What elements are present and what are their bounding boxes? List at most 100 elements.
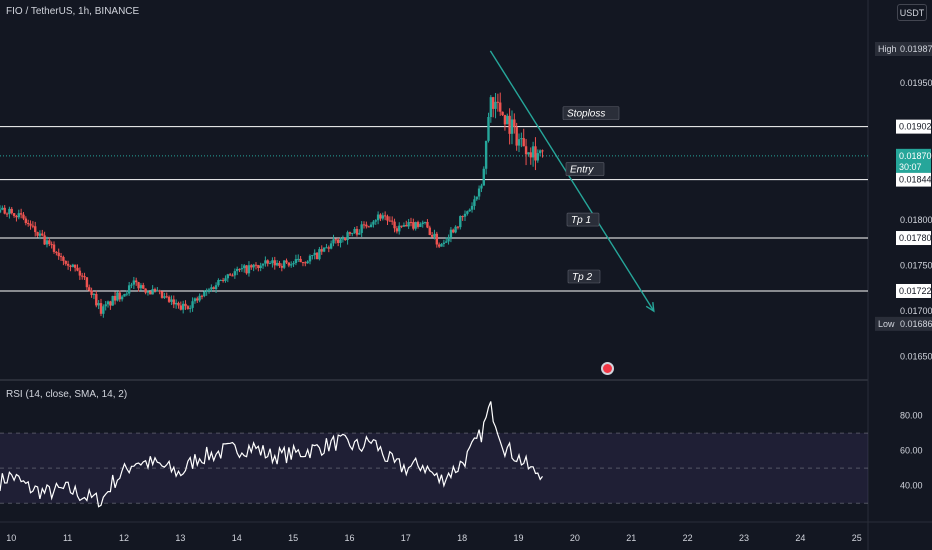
candle-body xyxy=(315,252,319,260)
level-price-label: 0.01780 xyxy=(899,233,932,243)
candle-body xyxy=(341,238,345,240)
candle-body xyxy=(184,303,187,307)
candle-body xyxy=(243,265,246,269)
candle-body xyxy=(407,222,410,227)
annotation-entry: Entry xyxy=(570,165,594,176)
level-price-label: 0.01902 xyxy=(899,122,932,132)
candle-body xyxy=(29,223,32,226)
time-axis[interactable]: 10 11 12 13 14 15 16 17 18 19 20 21 22 23 24 25 xyxy=(6,533,861,543)
candle-body xyxy=(449,229,453,238)
candle-body xyxy=(524,146,528,155)
candle-body xyxy=(92,294,96,296)
candle-body xyxy=(200,295,204,297)
candle-body xyxy=(527,152,530,155)
candle-body xyxy=(205,290,208,292)
candle-body xyxy=(480,185,483,189)
candle-body xyxy=(99,303,103,314)
candle-body xyxy=(442,242,446,244)
candle-body xyxy=(45,240,49,245)
candle-body xyxy=(360,224,363,233)
candle-body xyxy=(69,265,72,267)
candle-body xyxy=(224,278,227,281)
candle-body xyxy=(73,264,77,268)
trend-arrow[interactable] xyxy=(489,50,655,313)
price-tick-label: 0.01650 xyxy=(900,352,932,362)
candle-body xyxy=(339,239,342,243)
candle-body xyxy=(358,232,361,235)
candle-body xyxy=(3,207,6,214)
annotation-labels: Stoploss Entry Tp 1 Tp 2 xyxy=(562,106,620,284)
currency-button[interactable]: USDT xyxy=(897,4,927,21)
candle-body xyxy=(473,199,476,206)
time-tick-label: 14 xyxy=(232,533,242,543)
candle-body xyxy=(80,275,84,277)
rsi-level-label: 80.00 xyxy=(900,411,923,421)
alert-badge-icon[interactable] xyxy=(601,362,614,375)
rsi-level-label: 40.00 xyxy=(900,481,923,491)
candle-body xyxy=(66,263,70,266)
candle-body xyxy=(83,276,86,278)
candle-body xyxy=(311,255,314,257)
rsi-indicator-label[interactable]: RSI (14, close, SMA, 14, 2) xyxy=(6,389,128,400)
level-price-label: 0.01844 xyxy=(899,175,932,185)
candle-body xyxy=(369,224,373,227)
level-price-tag xyxy=(896,283,931,298)
trend-arrow-head xyxy=(645,302,655,313)
candle-body xyxy=(24,218,28,224)
candle-body xyxy=(313,252,316,256)
annotation-stoploss: Stoploss xyxy=(567,109,605,120)
price-tick-label: 0.01700 xyxy=(900,306,932,316)
horizontal-levels xyxy=(0,126,868,292)
level-price-tag xyxy=(896,172,931,187)
candle-body xyxy=(36,232,39,236)
candle-body xyxy=(1,207,4,210)
candle-body xyxy=(484,140,488,169)
candle-body xyxy=(250,265,253,268)
candle-body xyxy=(113,295,117,301)
candle-body xyxy=(409,222,413,224)
candle-body xyxy=(88,287,91,291)
candle-body xyxy=(247,265,251,274)
candle-body xyxy=(76,267,79,271)
trend-arrow-line xyxy=(489,50,655,312)
candle-body xyxy=(120,296,124,300)
candle-body xyxy=(430,234,434,237)
annotation-box xyxy=(565,162,605,176)
candle-body xyxy=(172,299,175,305)
candle-body xyxy=(228,274,232,276)
candle-body xyxy=(15,215,18,218)
candle-body xyxy=(282,260,286,268)
candle-body xyxy=(308,255,312,262)
candle-body xyxy=(398,225,401,232)
time-tick-label: 17 xyxy=(401,533,411,543)
candle-body xyxy=(10,208,13,214)
high-value: 0.01987 xyxy=(900,44,932,54)
candle-body xyxy=(456,226,460,228)
candle-body xyxy=(123,294,126,297)
candle-body xyxy=(499,102,502,112)
price-tick-label: 0.01950 xyxy=(900,78,932,88)
low-tag xyxy=(875,316,932,331)
time-tick-label: 12 xyxy=(119,533,129,543)
candle-body xyxy=(482,168,485,186)
candle-body xyxy=(428,227,431,235)
annotation-box xyxy=(567,269,601,284)
candle-body xyxy=(304,262,307,264)
candle-body xyxy=(130,284,133,286)
current-price-value: 0.01870 xyxy=(899,151,932,161)
candle-body xyxy=(191,301,194,308)
candle-body xyxy=(167,296,171,302)
price-axis[interactable]: 0.01950 0.01800 0.01750 0.01700 0.01650 0.019… xyxy=(875,42,932,491)
candle-body xyxy=(71,264,75,267)
candle-body xyxy=(318,249,321,260)
candle-body xyxy=(419,224,422,227)
candle-body xyxy=(475,196,478,200)
candle-body xyxy=(388,220,392,222)
candle-body xyxy=(426,221,429,228)
candle-body xyxy=(437,244,441,247)
time-tick-label: 25 xyxy=(852,533,862,543)
candle-body xyxy=(111,295,114,306)
candle-body xyxy=(466,211,469,214)
